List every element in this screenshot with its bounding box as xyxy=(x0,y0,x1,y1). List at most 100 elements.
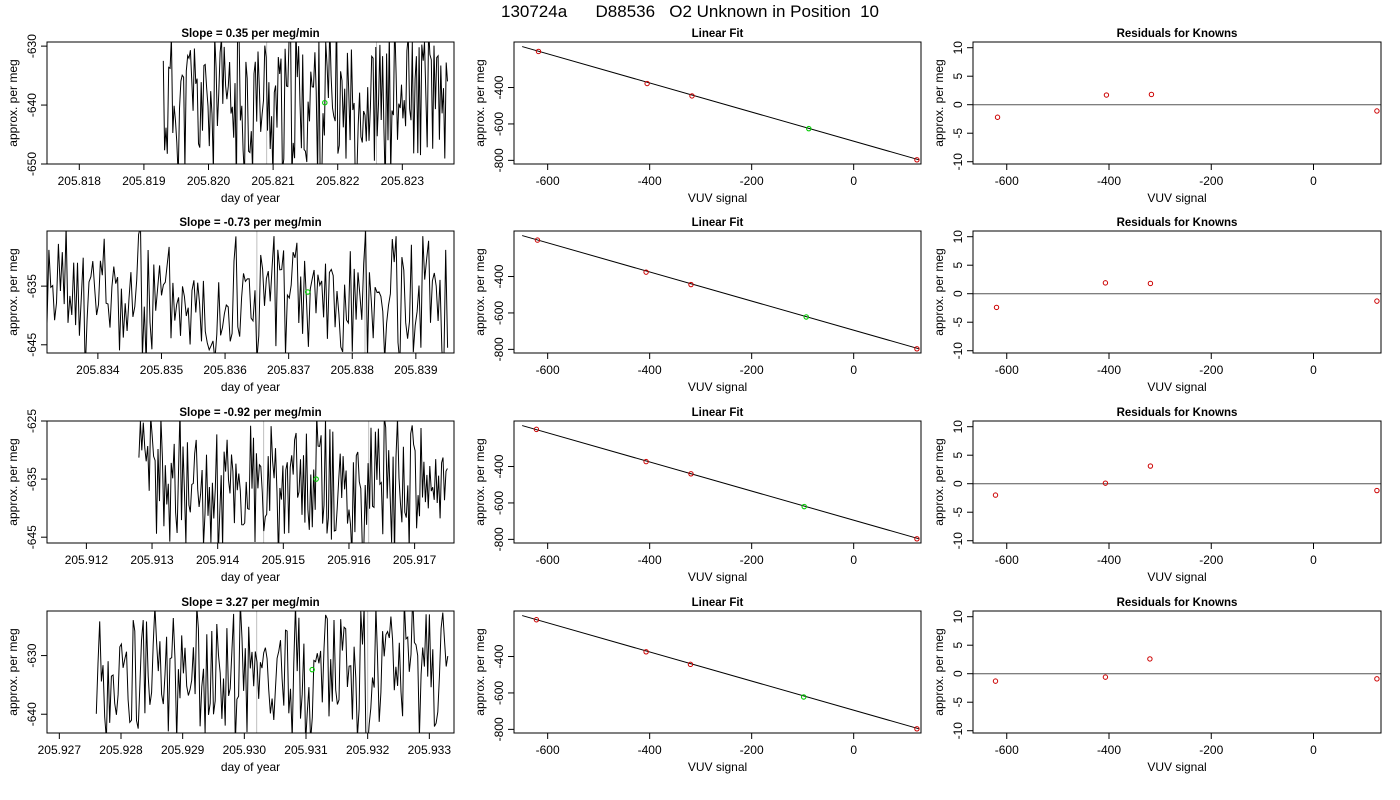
panel-timeseries-3: Slope = -0.92 per meg/min 205.912 205.913 2… xyxy=(6,407,455,584)
x-axis-label: VUV signal xyxy=(1147,760,1206,774)
x-tick-label: -200 xyxy=(1199,174,1223,188)
plot-frame xyxy=(46,41,455,165)
plot-frame xyxy=(513,230,922,354)
x-axis-label: VUV signal xyxy=(1147,191,1206,205)
y-tick-label: -600 xyxy=(492,301,506,325)
x-tick-label: -600 xyxy=(995,363,1019,377)
plot-frame xyxy=(513,420,922,544)
x-tick-label: 205.836 xyxy=(203,363,247,377)
panel-title: Residuals for Knowns xyxy=(1117,407,1238,419)
panel-timeseries-1: Slope = 0.35 per meg/min 205.818 205.819 20… xyxy=(6,28,455,205)
known-point xyxy=(914,157,920,163)
plot-area xyxy=(138,421,448,543)
panel-residuals-2: Residuals for Knowns -600 -400 -200 0 -10 -5 0 5… xyxy=(932,217,1382,394)
plot-frame xyxy=(46,420,455,544)
plot-area xyxy=(47,231,449,353)
y-tick-label: -400 xyxy=(492,75,506,99)
known-point xyxy=(687,661,694,668)
y-axis-label: approx. per meg xyxy=(473,438,487,525)
panel-residuals-4: Residuals for Knowns -600 -400 -200 0 -10 -5 0 5… xyxy=(932,597,1382,774)
plot-frame xyxy=(513,41,922,165)
y-tick-label: -400 xyxy=(492,454,506,478)
known-point xyxy=(688,281,694,288)
y-tick-label: -5 xyxy=(951,697,965,708)
y-tick-label: -625 xyxy=(25,409,39,433)
known-point xyxy=(914,726,920,732)
x-tick-label: -200 xyxy=(1199,743,1223,757)
residual-point xyxy=(994,114,1001,120)
residual-point xyxy=(1374,487,1380,494)
x-tick-label: 205.835 xyxy=(140,363,184,377)
x-tick-label: 205.837 xyxy=(267,363,311,377)
known-point xyxy=(689,93,695,99)
known-point xyxy=(643,649,649,655)
x-tick-label: 205.912 xyxy=(65,553,109,567)
fit-line xyxy=(522,425,920,540)
y-tick-label: 5 xyxy=(951,73,965,80)
plot-frame xyxy=(972,230,1382,354)
panel-title: Linear Fit xyxy=(692,28,744,40)
x-axis-label: VUV signal xyxy=(1147,570,1206,584)
residual-point xyxy=(1147,280,1154,287)
panel-title: Slope = -0.92 per meg/min xyxy=(179,407,321,419)
signal-trace xyxy=(162,42,448,164)
unknown-point xyxy=(801,503,807,510)
panel-title: Residuals for Knowns xyxy=(1117,28,1238,40)
x-tick-label: -600 xyxy=(536,363,560,377)
x-tick-label: 205.818 xyxy=(58,174,102,188)
x-tick-label: 205.932 xyxy=(346,743,390,757)
y-tick-label: -650 xyxy=(25,152,39,176)
y-axis-label: approx. per meg xyxy=(932,438,946,525)
signal-trace xyxy=(138,421,448,543)
panel-residuals-1: Residuals for Knowns -600 -400 -200 0 -10 -5 0 5… xyxy=(932,28,1382,205)
panel-title: Slope = 3.27 per meg/min xyxy=(181,597,319,609)
y-tick-label: -600 xyxy=(492,681,506,705)
y-tick-label: -5 xyxy=(951,317,965,328)
plot-frame xyxy=(46,610,455,734)
y-tick-label: 0 xyxy=(951,670,965,677)
fit-line xyxy=(522,46,920,161)
panel-title: Linear Fit xyxy=(692,217,744,229)
y-tick-label: 10 xyxy=(951,610,965,624)
y-axis-label: approx. per meg xyxy=(473,248,487,335)
fit-line xyxy=(522,235,920,350)
x-tick-label: 205.834 xyxy=(76,363,120,377)
signal-trace xyxy=(95,611,449,733)
y-axis-label: approx. per meg xyxy=(932,248,946,335)
y-tick-label: 10 xyxy=(951,230,965,244)
x-axis-label: day of year xyxy=(221,191,280,205)
known-point xyxy=(533,617,540,623)
x-tick-label: 205.929 xyxy=(161,743,205,757)
known-point xyxy=(914,536,920,542)
panel-title: Slope = 0.35 per meg/min xyxy=(181,28,319,40)
x-tick-label: 0 xyxy=(850,553,857,567)
x-tick-label: -400 xyxy=(1097,174,1121,188)
x-axis-label: day of year xyxy=(221,570,280,584)
x-tick-label: 205.928 xyxy=(99,743,143,757)
x-tick-label: 205.914 xyxy=(196,553,240,567)
residual-point xyxy=(992,678,999,684)
residual-point xyxy=(1374,676,1380,682)
residual-point xyxy=(993,304,1000,311)
y-tick-label: -635 xyxy=(25,274,39,298)
unknown-marker xyxy=(309,666,315,673)
residual-point xyxy=(1148,91,1155,98)
y-tick-label: 5 xyxy=(951,262,965,269)
y-tick-label: 0 xyxy=(951,290,965,297)
y-tick-label: -5 xyxy=(951,507,965,518)
x-tick-label: 0 xyxy=(1310,174,1317,188)
y-tick-label: -630 xyxy=(25,643,39,667)
unknown-marker xyxy=(313,476,319,482)
y-tick-label: -800 xyxy=(492,717,506,741)
plot-area xyxy=(973,463,1381,498)
known-point xyxy=(644,80,650,87)
known-point xyxy=(688,471,694,477)
panel-title: Slope = -0.73 per meg/min xyxy=(179,217,321,229)
panel-residuals-3: Residuals for Knowns -600 -400 -200 0 -10 -5 0 5… xyxy=(932,407,1382,584)
residual-point xyxy=(1147,463,1154,469)
known-point xyxy=(534,237,541,243)
x-tick-label: 205.820 xyxy=(187,174,231,188)
x-axis-label: VUV signal xyxy=(1147,380,1206,394)
x-tick-label: -400 xyxy=(1097,363,1121,377)
y-tick-label: -10 xyxy=(951,722,965,740)
